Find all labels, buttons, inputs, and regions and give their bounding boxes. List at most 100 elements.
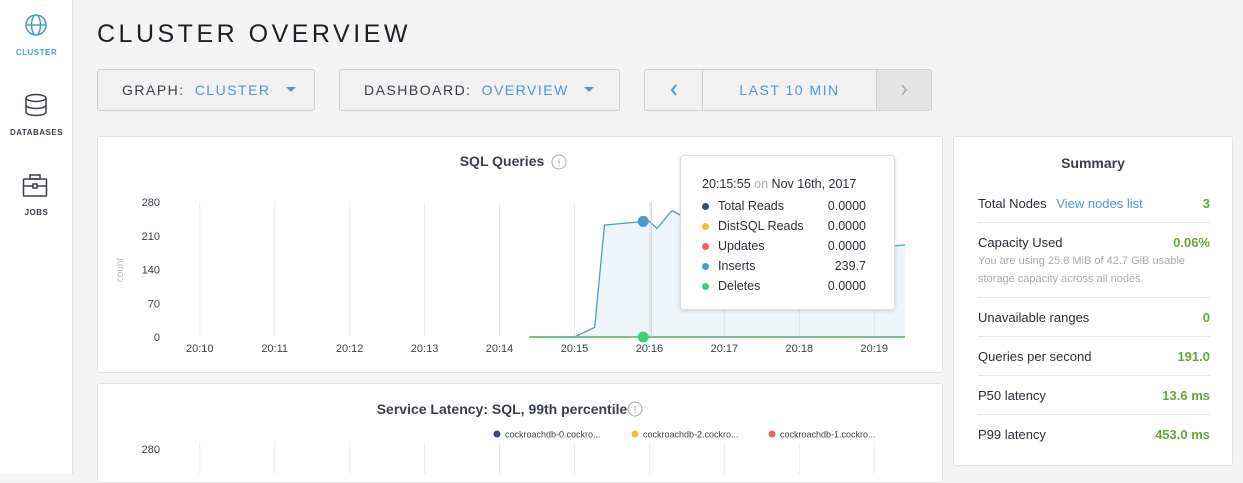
dashboard-select[interactable]: DASHBOARD: OVERVIEW [339, 69, 620, 111]
hover-point [637, 331, 649, 343]
x-tick-label: 20:16 [636, 343, 664, 355]
legend-dot [702, 223, 709, 230]
x-tick-label: 20:18 [786, 343, 814, 355]
row-label: P99 latency [978, 427, 1046, 442]
row-value: 453.0 ms [1155, 427, 1210, 442]
prev-button[interactable] [645, 70, 703, 110]
separator [978, 414, 1210, 415]
row-value: 13.6 ms [1162, 388, 1210, 403]
summary-row: Total Nodes View nodes list 3 [978, 196, 1210, 211]
legend-dot [702, 263, 709, 270]
legend-label: cockroachdb-1.cockro... [780, 430, 876, 440]
summary-row: P99 latency 453.0 ms [978, 427, 1210, 442]
cluster-icon [25, 14, 47, 36]
tooltip-name: DistSQL Reads [718, 219, 804, 233]
separator [978, 375, 1210, 376]
separator [978, 297, 1210, 298]
tooltip-value: 0.0000 [827, 279, 866, 293]
tooltip-name: Total Reads [718, 199, 785, 213]
y-axis-label: count [115, 258, 126, 283]
row-value: 0 [1202, 310, 1210, 325]
databases-icon [25, 93, 47, 117]
tooltip-row: DistSQL Reads 0.0000 [702, 219, 866, 235]
chart-title: Service Latency: SQL, 99th percentile [377, 401, 628, 417]
tooltip-row: Total Reads 0.0000 [702, 199, 866, 215]
summary-card: Summary Total Nodes View nodes list 3 Cap… [953, 136, 1233, 466]
tooltip-name: Updates [718, 239, 765, 253]
tooltip-value: 0.0000 [827, 199, 866, 213]
tooltip-value: 239.7 [834, 259, 866, 273]
row-label: Queries per second [978, 349, 1092, 364]
caret [583, 87, 594, 92]
tooltip-row: Updates 0.0000 [702, 239, 866, 255]
info-icon [627, 401, 643, 417]
tooltip: 20:15:55 on Nov 16th, 2017 Total Reads 0.… [680, 155, 895, 310]
row-value: 3 [1202, 196, 1210, 211]
tooltip-row: Inserts 239.7 [702, 259, 866, 275]
x-tick-label: 20:11 [261, 343, 288, 355]
value: OVERVIEW [481, 82, 569, 98]
y-tick-label: 0 [154, 332, 160, 344]
tooltip-value: 0.0000 [827, 239, 866, 253]
summary-title: Summary [1061, 155, 1125, 171]
legend-label: cockroachdb-0.cockro... [505, 430, 601, 440]
chevron [901, 84, 907, 96]
y-tick-label: 280 [142, 444, 160, 456]
value: CLUSTER [194, 82, 271, 98]
x-tick-label: 20:12 [336, 343, 364, 355]
hover-point [637, 215, 649, 227]
tooltip-date: Nov 16th, 2017 [771, 177, 857, 191]
nav-item[interactable]: JOBS [24, 208, 49, 217]
info-mark: ! [634, 405, 637, 416]
caret [285, 87, 296, 92]
graph-select[interactable]: GRAPH: CLUSTER [97, 69, 315, 111]
summary-row: Queries per second 191.0 [978, 349, 1210, 364]
row-label: Capacity Used [978, 235, 1063, 250]
time-range: LAST 10 MIN [644, 69, 932, 111]
legend-dot [631, 430, 639, 438]
row-label: Unavailable ranges [978, 310, 1090, 325]
nav-item[interactable]: CLUSTER [15, 48, 58, 57]
legend-dot [702, 283, 709, 290]
x-tick-label: 20:13 [411, 343, 439, 355]
x-tick-label: 20:14 [486, 343, 514, 355]
row-label: Total Nodes [978, 196, 1047, 211]
tooltip-header: 20:15:55 on Nov 16th, 2017 [702, 177, 856, 191]
info-icon [551, 154, 567, 170]
jobs-icon [22, 174, 48, 197]
row-note: You are using 25.8 MiB of 42.7 GiB usabl… [978, 255, 1185, 285]
x-tick-label: 20:17 [711, 343, 739, 355]
next-button[interactable] [876, 70, 931, 110]
tooltip-on: on [754, 177, 769, 191]
nav-item[interactable]: DATABASES [9, 128, 64, 137]
y-tick-label: 280 [142, 197, 160, 209]
row-value: 191.0 [1177, 349, 1210, 364]
info-mark: ! [558, 158, 561, 169]
label: DASHBOARD: [364, 82, 472, 98]
separator [978, 222, 1210, 223]
tooltip-row: Deletes 0.0000 [702, 279, 866, 295]
y-tick-label: 210 [142, 231, 160, 243]
y-tick-label: 70 [148, 298, 160, 310]
x-tick-label: 20:10 [186, 343, 214, 355]
tooltip-value: 0.0000 [827, 219, 866, 233]
summary-row: Unavailable ranges 0 [978, 310, 1210, 325]
x-tick-label: 20:15 [561, 343, 589, 355]
separator [978, 336, 1210, 337]
page-title: CLUSTER OVERVIEW [97, 20, 411, 48]
summary-row: P50 latency 13.6 ms [978, 388, 1210, 403]
x-tick-label: 20:19 [861, 343, 889, 355]
tooltip-name: Deletes [718, 279, 761, 293]
range-label[interactable]: LAST 10 MIN [739, 82, 840, 98]
summary-row: Capacity Used 0.06% You are using 25.8 Mi… [978, 235, 1210, 288]
chart-title: SQL Queries [460, 153, 545, 169]
legend-dot [493, 430, 501, 438]
chevron [670, 84, 677, 96]
legend-dot [702, 243, 709, 250]
sidebar: CLUSTER DATABASES JOBS [0, 0, 73, 474]
label: GRAPH: [122, 82, 185, 98]
link[interactable]: View nodes list [1056, 196, 1143, 211]
chart-card [97, 383, 943, 483]
row-value: 0.06% [1173, 235, 1210, 250]
